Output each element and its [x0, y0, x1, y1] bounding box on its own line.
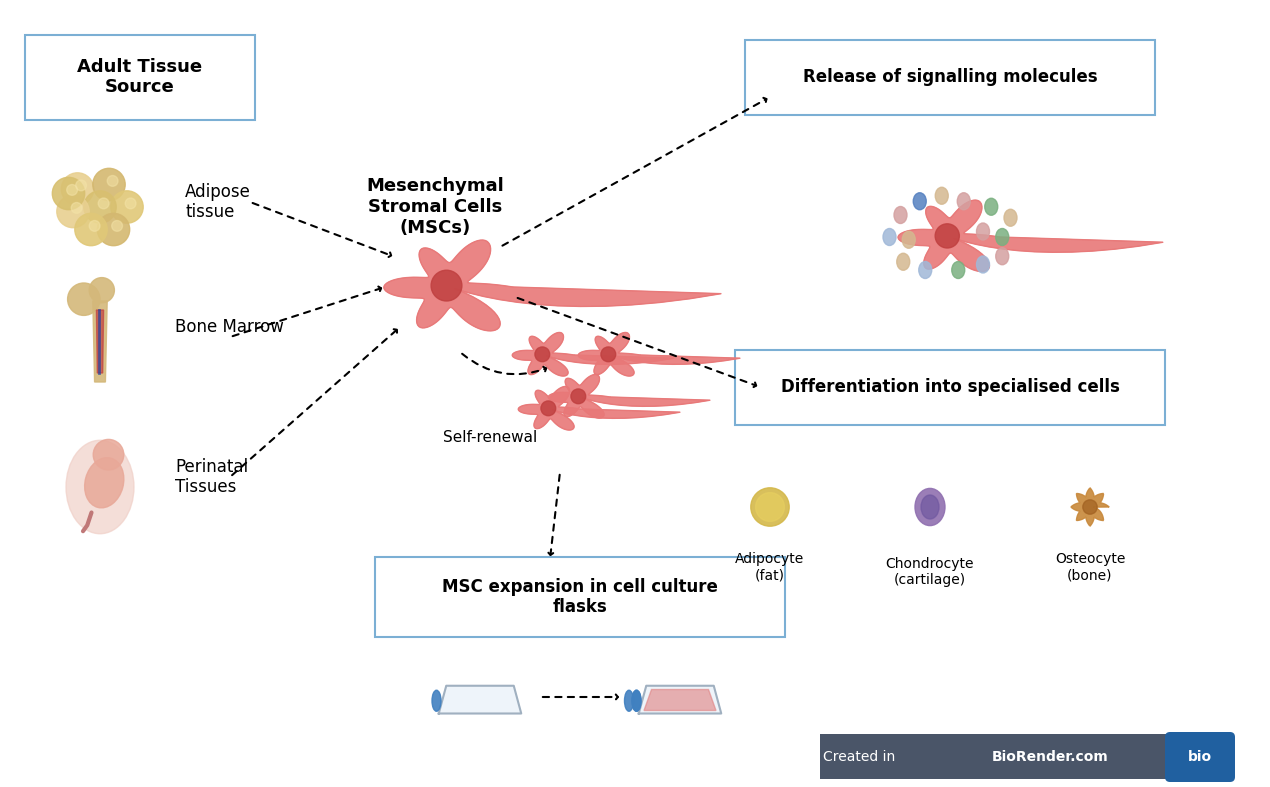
Ellipse shape — [432, 690, 441, 711]
Circle shape — [93, 168, 126, 201]
Circle shape — [98, 213, 130, 246]
Circle shape — [112, 220, 122, 231]
FancyBboxPatch shape — [25, 35, 255, 120]
Ellipse shape — [918, 261, 932, 279]
Circle shape — [751, 488, 789, 527]
Ellipse shape — [902, 231, 916, 248]
Ellipse shape — [894, 206, 907, 224]
Text: MSC expansion in cell culture
flasks: MSC expansion in cell culture flasks — [442, 578, 718, 616]
Polygon shape — [93, 301, 107, 382]
Ellipse shape — [984, 198, 998, 216]
Ellipse shape — [951, 261, 965, 279]
Ellipse shape — [883, 228, 897, 246]
Ellipse shape — [1005, 209, 1017, 226]
Polygon shape — [578, 332, 740, 376]
Ellipse shape — [632, 690, 641, 711]
Circle shape — [1083, 500, 1097, 514]
Text: bio: bio — [1187, 750, 1212, 764]
Circle shape — [601, 347, 616, 362]
Text: Created in: Created in — [823, 750, 900, 764]
Circle shape — [935, 224, 959, 248]
Polygon shape — [1072, 488, 1109, 526]
Text: Release of signalling molecules: Release of signalling molecules — [803, 68, 1097, 86]
Ellipse shape — [935, 187, 949, 205]
Circle shape — [89, 278, 114, 303]
Circle shape — [431, 270, 462, 301]
Circle shape — [572, 389, 585, 404]
Ellipse shape — [921, 495, 939, 519]
Ellipse shape — [958, 193, 970, 210]
FancyBboxPatch shape — [1165, 732, 1234, 782]
Ellipse shape — [977, 223, 989, 240]
Circle shape — [71, 202, 83, 213]
Circle shape — [75, 213, 107, 246]
Polygon shape — [898, 200, 1163, 272]
Text: Perinatal
Tissues: Perinatal Tissues — [175, 457, 248, 497]
FancyBboxPatch shape — [375, 557, 785, 637]
Circle shape — [84, 190, 116, 224]
Text: Chondrocyte
(cartilage): Chondrocyte (cartilage) — [885, 557, 974, 587]
Circle shape — [61, 173, 94, 205]
Ellipse shape — [625, 690, 634, 711]
Circle shape — [93, 439, 123, 470]
FancyBboxPatch shape — [735, 349, 1165, 424]
Text: Adipocyte
(fat): Adipocyte (fat) — [735, 552, 805, 582]
Circle shape — [756, 493, 785, 522]
Polygon shape — [644, 689, 716, 711]
Ellipse shape — [85, 457, 124, 508]
Polygon shape — [97, 310, 104, 373]
Circle shape — [57, 195, 89, 227]
Circle shape — [76, 180, 86, 190]
Ellipse shape — [977, 256, 989, 273]
Ellipse shape — [996, 228, 1008, 246]
Text: Differentiation into specialised cells: Differentiation into specialised cells — [781, 378, 1119, 396]
Ellipse shape — [913, 193, 926, 210]
Circle shape — [541, 401, 556, 416]
Circle shape — [98, 198, 109, 209]
Polygon shape — [639, 685, 721, 714]
Polygon shape — [549, 375, 710, 418]
FancyBboxPatch shape — [745, 39, 1154, 114]
Circle shape — [67, 184, 77, 195]
Polygon shape — [512, 332, 674, 376]
Ellipse shape — [914, 489, 945, 526]
Polygon shape — [438, 685, 521, 714]
Circle shape — [107, 176, 118, 187]
Text: Self-renewal: Self-renewal — [443, 430, 537, 445]
Text: BioRender.com: BioRender.com — [992, 750, 1109, 764]
Circle shape — [126, 198, 136, 209]
Ellipse shape — [897, 253, 909, 270]
Circle shape — [535, 347, 550, 362]
Polygon shape — [384, 240, 721, 331]
Circle shape — [67, 283, 100, 316]
Ellipse shape — [632, 690, 641, 711]
Text: Adult Tissue
Source: Adult Tissue Source — [77, 57, 202, 96]
Ellipse shape — [996, 248, 1008, 264]
Polygon shape — [518, 386, 681, 430]
Ellipse shape — [66, 440, 135, 534]
Text: Mesenchymal
Stromal Cells
(MSCs): Mesenchymal Stromal Cells (MSCs) — [366, 177, 504, 237]
FancyBboxPatch shape — [820, 734, 1200, 779]
Text: Osteocyte
(bone): Osteocyte (bone) — [1055, 552, 1125, 582]
Circle shape — [110, 190, 144, 224]
Circle shape — [52, 177, 85, 209]
Text: Adipose
tissue: Adipose tissue — [185, 183, 251, 221]
Circle shape — [89, 220, 100, 231]
Text: Bone Marrow: Bone Marrow — [175, 318, 284, 336]
